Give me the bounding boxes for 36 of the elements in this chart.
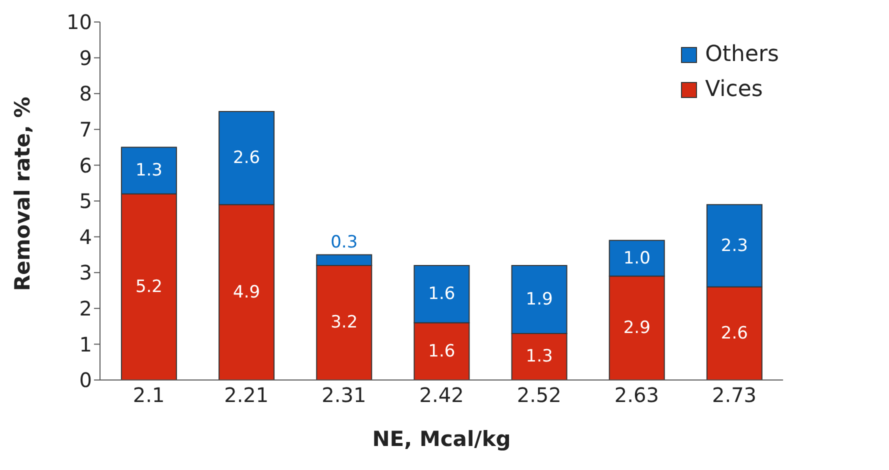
- x-tick-label: 2.73: [712, 383, 757, 408]
- data-label: 3.2: [330, 312, 358, 333]
- data-label: 5.2: [135, 276, 162, 297]
- y-tick-label: 2: [79, 296, 92, 320]
- y-tick-label: 7: [79, 118, 92, 142]
- x-tick-label: 2.31: [322, 383, 366, 408]
- data-label: 4.9: [233, 282, 260, 302]
- x-tick-label: 2.21: [224, 383, 269, 408]
- y-tick-label: 6: [79, 153, 92, 178]
- y-tick-label: 3: [79, 260, 92, 285]
- x-tick-label: 2.52: [516, 383, 562, 408]
- x-tick-label: 2.1: [132, 383, 165, 408]
- data-label: 1.0: [623, 248, 650, 268]
- data-label: 2.9: [623, 318, 650, 338]
- y-tick-label: 1: [79, 332, 92, 356]
- data-label: 2.6: [233, 148, 260, 168]
- data-label: 1.9: [526, 289, 553, 310]
- y-tick-label: 10: [66, 10, 92, 34]
- legend-label: Vices: [705, 77, 763, 102]
- y-tick-label: 4: [79, 224, 92, 249]
- legend-label: Others: [705, 42, 779, 67]
- data-label: 2.6: [720, 323, 748, 344]
- data-label: 2.3: [720, 236, 748, 256]
- x-tick-label: 2.42: [419, 383, 464, 408]
- y-tick-label: 0: [79, 368, 92, 392]
- y-tick-label: 5: [79, 189, 92, 214]
- x-tick-label: 2.63: [614, 383, 659, 408]
- data-label: 1.6: [428, 341, 456, 362]
- y-tick-label: 9: [79, 46, 92, 70]
- data-label: 1.6: [428, 284, 456, 304]
- y-tick-label: 8: [79, 82, 92, 106]
- x-axis-title: NE, Mcal/kg: [372, 427, 511, 451]
- data-label: 0.3: [330, 232, 358, 253]
- data-label: 1.3: [135, 160, 162, 181]
- y-axis-title: Removal rate, %: [10, 96, 34, 291]
- data-label: 1.3: [526, 346, 553, 367]
